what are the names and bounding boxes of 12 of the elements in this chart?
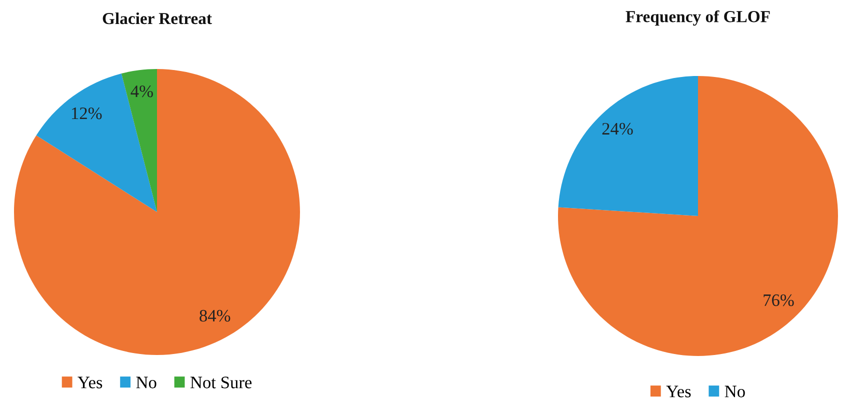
legend-label: Yes (78, 376, 102, 388)
legend-label: Yes (666, 386, 691, 398)
chart-title: Frequency of GLOF (626, 10, 770, 26)
legend-label: No (136, 376, 156, 388)
data-label: 12% (72, 107, 102, 120)
data-label: 4% (130, 85, 153, 98)
chart-title: Glacier Retreat (102, 12, 212, 24)
legend-label: Not Sure (190, 376, 252, 388)
legend-label: No (724, 386, 745, 398)
data-label: 24% (602, 122, 633, 135)
data-label: 76% (764, 294, 794, 306)
data-label: 84% (200, 310, 230, 322)
